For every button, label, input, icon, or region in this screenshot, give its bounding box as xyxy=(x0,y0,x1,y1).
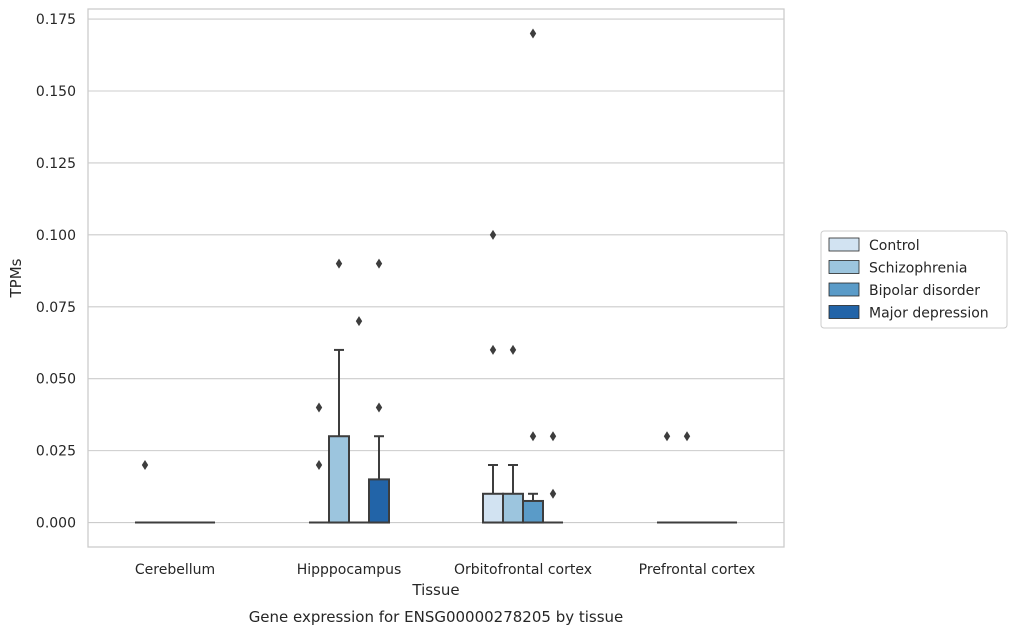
box-schizophrenia xyxy=(328,348,350,524)
box-body xyxy=(328,435,350,524)
x-tick-label: Orbitofrontal cortex xyxy=(454,562,592,578)
y-axis-ticks: 0.000 0.025 0.050 0.075 0.100 0.125 0.150 0.175 xyxy=(36,12,76,531)
flier-point xyxy=(315,402,323,413)
flier-point xyxy=(683,431,691,442)
legend: Control Schizophrenia Bipolar disorder Majo… xyxy=(820,230,1008,329)
y-tick-label: 0.175 xyxy=(36,12,76,28)
chart-caption: Gene expression for ENSG00000278205 by t… xyxy=(249,608,624,626)
flier-point xyxy=(335,258,343,269)
y-tick-label: 0.075 xyxy=(36,300,76,316)
y-tick-label: 0.150 xyxy=(36,84,76,100)
y-tick-label: 0.000 xyxy=(36,516,76,532)
flier-point xyxy=(509,344,517,355)
x-tick-label: Hipppocampus xyxy=(297,562,402,578)
flier-point xyxy=(529,28,537,39)
y-tick-label: 0.050 xyxy=(36,372,76,388)
y-tick-label: 0.125 xyxy=(36,156,76,172)
flier-point xyxy=(375,402,383,413)
x-axis-label: Tissue xyxy=(411,581,459,599)
box-body xyxy=(482,492,504,524)
box-schizophrenia xyxy=(502,464,524,524)
flier-point xyxy=(141,460,149,471)
y-tick-label: 0.025 xyxy=(36,444,76,460)
x-tick-label: Prefrontal cortex xyxy=(639,562,756,578)
y-tick-label: 0.100 xyxy=(36,228,76,244)
legend-label: Bipolar disorder xyxy=(869,283,980,299)
legend-label: Control xyxy=(869,238,920,254)
flier-point xyxy=(489,229,497,240)
box-control xyxy=(482,464,504,524)
plot-frame xyxy=(87,8,785,548)
box-body xyxy=(368,478,390,524)
flier-point xyxy=(529,431,537,442)
box-body xyxy=(522,499,544,524)
flier-point xyxy=(489,344,497,355)
legend-swatch xyxy=(828,282,860,297)
x-axis-ticks: Cerebellum Hipppocampus Orbitofrontal cort… xyxy=(135,562,755,578)
flier-point xyxy=(549,431,557,442)
y-axis-label: TPMs xyxy=(7,258,25,298)
box-body xyxy=(502,492,524,524)
fliers-layer xyxy=(141,28,691,499)
flier-point xyxy=(663,431,671,442)
legend-swatch xyxy=(828,260,860,274)
legend-swatch xyxy=(828,305,860,319)
gridlines xyxy=(88,18,784,524)
flier-point xyxy=(375,258,383,269)
legend-label: Schizophrenia xyxy=(869,261,967,277)
box-major-depression xyxy=(368,435,390,524)
flier-point xyxy=(355,316,363,327)
x-tick-label: Cerebellum xyxy=(135,562,215,578)
flier-point xyxy=(549,488,557,499)
plot-background xyxy=(88,9,784,547)
boxes-layer xyxy=(135,348,737,524)
legend-frame xyxy=(820,230,1008,329)
legend-label: Major depression xyxy=(869,306,989,322)
flier-point xyxy=(315,460,323,471)
legend-swatch xyxy=(828,237,860,252)
box-bipolar-disorder xyxy=(522,492,544,524)
